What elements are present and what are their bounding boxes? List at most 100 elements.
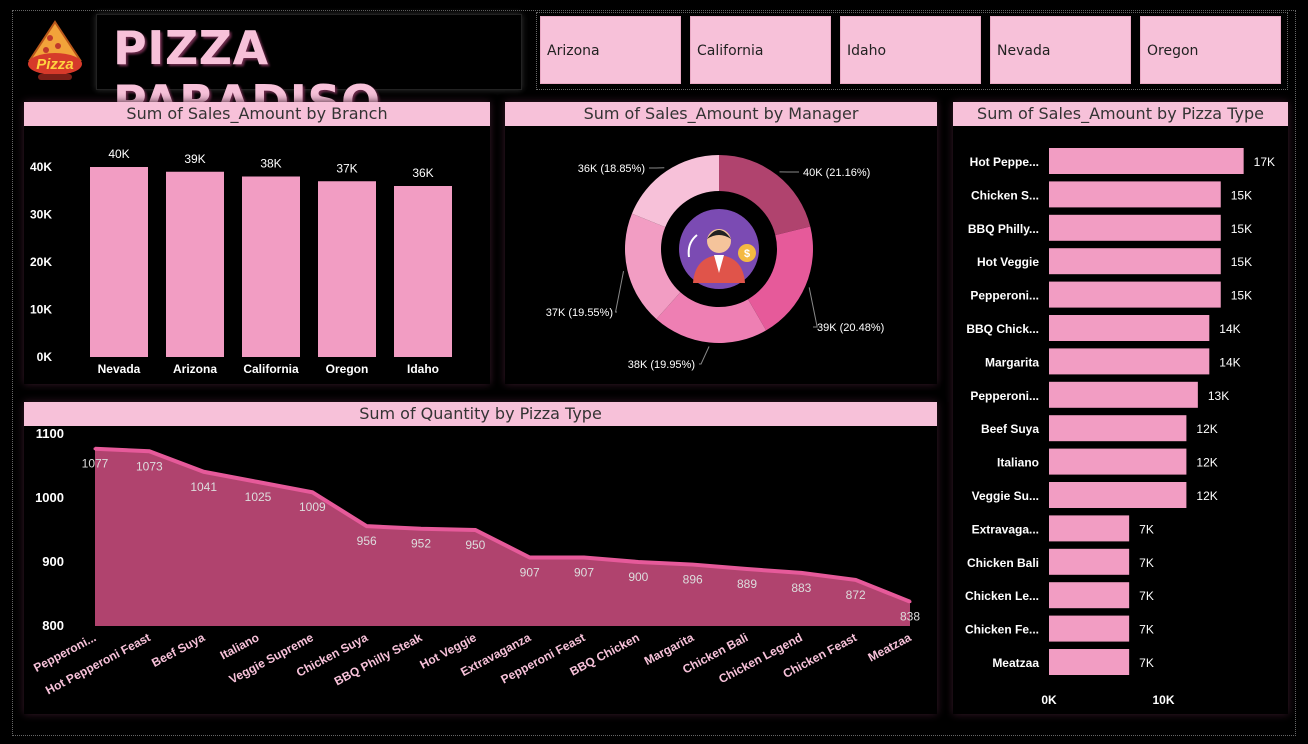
bar[interactable] bbox=[1049, 548, 1130, 575]
data-point[interactable] bbox=[691, 563, 695, 567]
data-label: 7K bbox=[1139, 656, 1154, 670]
title-box: PIZZA PARADISO bbox=[96, 14, 522, 129]
y-tick-label: 20K bbox=[30, 255, 52, 269]
y-tick-label: BBQ Chick... bbox=[966, 322, 1039, 336]
dashboard-frame bbox=[12, 10, 1296, 736]
data-point[interactable] bbox=[202, 470, 206, 474]
slicer-item-california[interactable]: California bbox=[690, 16, 831, 84]
donut-slice[interactable] bbox=[625, 213, 681, 320]
y-tick-label: Margarita bbox=[985, 355, 1039, 369]
data-label: 1025 bbox=[245, 490, 272, 504]
y-tick-label: 40K bbox=[30, 160, 52, 174]
y-tick-label: 900 bbox=[42, 554, 64, 569]
data-point[interactable] bbox=[310, 490, 314, 494]
y-tick-label: Chicken S... bbox=[971, 188, 1039, 202]
bar[interactable] bbox=[394, 186, 452, 357]
data-point[interactable] bbox=[147, 449, 151, 453]
slice-label: 39K (20.48%) bbox=[817, 322, 884, 334]
data-label: 38K bbox=[260, 157, 281, 171]
data-label: 7K bbox=[1139, 522, 1154, 536]
y-tick-label: Italiano bbox=[997, 456, 1039, 470]
data-label: 1041 bbox=[190, 480, 217, 494]
data-label: 39K bbox=[184, 152, 205, 166]
donut-slice[interactable] bbox=[719, 155, 811, 236]
y-tick-label: 1100 bbox=[36, 426, 64, 441]
slicer-item-idaho[interactable]: Idaho bbox=[840, 16, 981, 84]
data-label: 952 bbox=[411, 537, 431, 551]
data-point[interactable] bbox=[799, 571, 803, 575]
data-label: 14K bbox=[1219, 322, 1240, 336]
data-label: 15K bbox=[1231, 222, 1252, 236]
bar[interactable] bbox=[318, 181, 376, 357]
x-tick-label: Italiano bbox=[218, 630, 262, 662]
bar[interactable] bbox=[1049, 482, 1187, 508]
data-label: 12K bbox=[1196, 456, 1217, 470]
data-label: 1009 bbox=[299, 500, 326, 514]
data-label: 883 bbox=[791, 581, 811, 595]
data-label: 907 bbox=[574, 566, 594, 580]
bar[interactable] bbox=[1049, 315, 1210, 341]
donut-slice[interactable] bbox=[748, 226, 813, 331]
data-label: 7K bbox=[1139, 556, 1154, 570]
data-label: 15K bbox=[1231, 188, 1252, 202]
bar[interactable] bbox=[90, 167, 148, 357]
donut-slice[interactable] bbox=[631, 155, 719, 228]
bar[interactable] bbox=[1049, 582, 1130, 609]
y-tick-label: Meatzaa bbox=[992, 656, 1039, 670]
branch-chart-title: Sum of Sales_Amount by Branch bbox=[24, 102, 490, 126]
bar[interactable] bbox=[1049, 381, 1198, 408]
data-label: 900 bbox=[628, 570, 648, 584]
data-point[interactable] bbox=[854, 578, 858, 582]
pizza-type-chart: Hot Peppe... 17K Chicken S... 15K BBQ Philly… bbox=[965, 148, 1275, 707]
slice-label: 37K (19.55%) bbox=[546, 307, 613, 319]
bar[interactable] bbox=[1049, 148, 1244, 174]
bar[interactable] bbox=[1049, 448, 1187, 475]
bar[interactable] bbox=[1049, 415, 1187, 442]
data-label: 1077 bbox=[82, 457, 109, 471]
bar[interactable] bbox=[1049, 515, 1130, 542]
y-tick-label: Extravaga... bbox=[972, 522, 1039, 536]
bar[interactable] bbox=[1049, 348, 1210, 375]
data-point[interactable] bbox=[93, 447, 97, 451]
data-point[interactable] bbox=[473, 528, 477, 532]
slicer-item-oregon[interactable]: Oregon bbox=[1140, 16, 1281, 84]
bar[interactable] bbox=[1049, 649, 1130, 675]
bar[interactable] bbox=[1049, 214, 1221, 241]
data-label: 36K bbox=[412, 166, 433, 180]
area-line bbox=[94, 446, 911, 604]
data-point[interactable] bbox=[256, 480, 260, 484]
x-tick-label: Idaho bbox=[407, 362, 439, 376]
bar[interactable] bbox=[166, 171, 224, 357]
bar[interactable] bbox=[1049, 281, 1221, 308]
data-point[interactable] bbox=[745, 567, 749, 571]
data-label: 950 bbox=[465, 538, 485, 552]
data-label: 37K bbox=[336, 161, 357, 175]
y-tick-label: Chicken Bali bbox=[967, 556, 1039, 570]
manager-chart-panel: Sum of Sales_Amount by Manager 40K (21.1… bbox=[505, 102, 937, 384]
y-tick-label: Pepperoni... bbox=[970, 289, 1039, 303]
slicer-item-nevada[interactable]: Nevada bbox=[990, 16, 1131, 84]
bar[interactable] bbox=[1049, 181, 1221, 208]
data-point[interactable] bbox=[365, 524, 369, 528]
data-point[interactable] bbox=[908, 600, 912, 604]
data-point[interactable] bbox=[419, 527, 423, 531]
data-label: 14K bbox=[1219, 355, 1240, 369]
y-tick-label: Hot Veggie bbox=[977, 255, 1039, 269]
x-tick-label: 10K bbox=[1152, 693, 1174, 707]
slice-label: 40K (21.16%) bbox=[803, 167, 870, 179]
bar[interactable] bbox=[1049, 248, 1221, 275]
bar[interactable] bbox=[242, 176, 300, 358]
data-label: 13K bbox=[1208, 389, 1229, 403]
leader-line bbox=[614, 271, 625, 313]
y-tick-label: Pepperoni... bbox=[970, 389, 1039, 403]
leader-line bbox=[699, 346, 710, 365]
donut-slice[interactable] bbox=[656, 292, 767, 343]
data-point[interactable] bbox=[582, 556, 586, 560]
bar[interactable] bbox=[1049, 615, 1130, 642]
data-point[interactable] bbox=[528, 556, 532, 560]
slicer-item-arizona[interactable]: Arizona bbox=[540, 16, 681, 84]
data-label: 7K bbox=[1139, 589, 1154, 603]
data-point[interactable] bbox=[636, 560, 640, 564]
leader-line bbox=[808, 287, 818, 328]
